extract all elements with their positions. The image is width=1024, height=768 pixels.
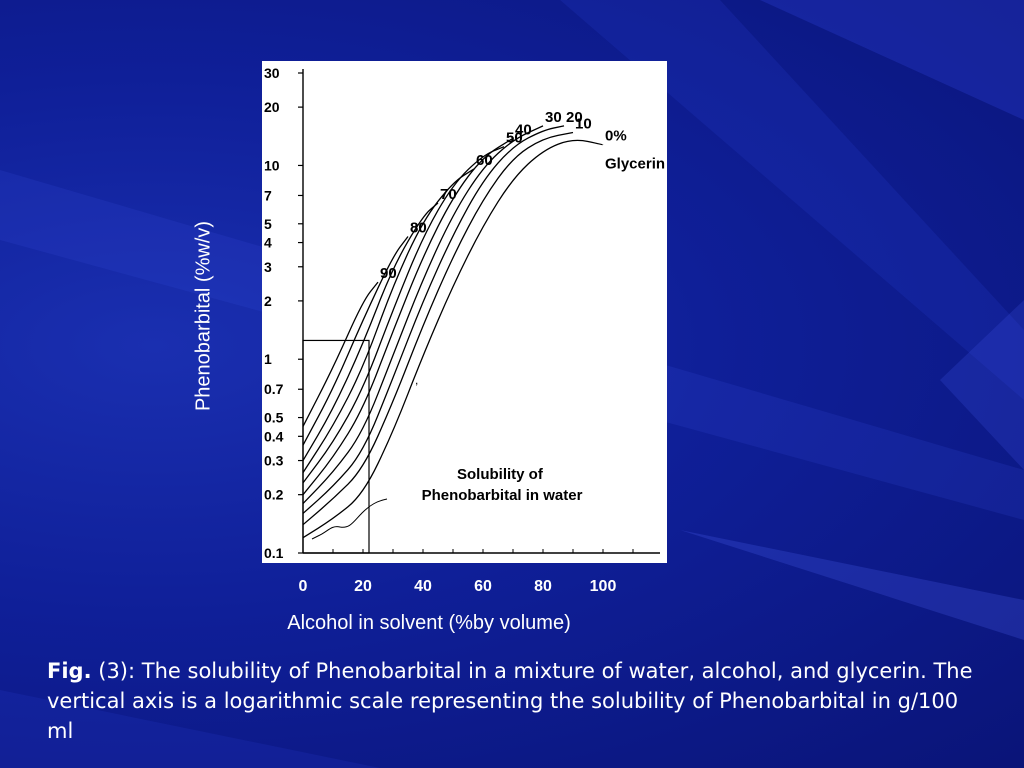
- y-tick-label: 4: [264, 235, 272, 251]
- series-line: [302, 131, 574, 526]
- series-label: 0%: [605, 128, 627, 145]
- water-region-box: [302, 339, 370, 554]
- y-tick-label: 3: [264, 259, 272, 275]
- scan-mark: ,: [415, 373, 418, 387]
- plot-background: [262, 61, 667, 563]
- series-line: [302, 168, 475, 473]
- annotation-arrow: [319, 498, 388, 536]
- caption-fig-label: Fig.: [47, 659, 92, 683]
- series-label: 10: [575, 115, 592, 132]
- series-label: 20: [566, 109, 583, 126]
- x-tick-label: 100: [589, 578, 617, 595]
- caption-text: The solubility of Phenobarbital in a mix…: [47, 659, 973, 743]
- figure-caption: Fig. (3): The solubility of Phenobarbita…: [47, 656, 977, 746]
- y-tick-label: 0.3: [264, 453, 284, 469]
- x-tick-label: 40: [414, 578, 432, 595]
- caption-fig-number: (3):: [98, 659, 136, 683]
- series-line: [302, 137, 514, 496]
- series-line: [302, 139, 604, 539]
- legend-title: Glycerin: [605, 156, 665, 173]
- annotation-line-1: Solubility of: [457, 466, 544, 483]
- y-tick-label: 0.1: [264, 545, 284, 561]
- y-tick-label: 0.7: [264, 381, 284, 397]
- x-tick-label: 0: [298, 578, 308, 595]
- y-axis-label: Phenobarbital (%w/v): [192, 220, 215, 412]
- series-line: [302, 236, 409, 446]
- series-label: 90: [380, 265, 397, 282]
- y-tick-label: 20: [264, 99, 280, 115]
- y-tick-label: 1: [264, 351, 272, 367]
- annotation-arrow-head: [311, 534, 321, 540]
- series-curves: [302, 125, 604, 539]
- x-tick-label: 80: [534, 578, 552, 595]
- y-tick-label: 0.5: [264, 410, 284, 426]
- series-line: [302, 202, 439, 461]
- x-tick-label: 20: [354, 578, 372, 595]
- annotation-line-2: Phenobarbital in water: [422, 487, 583, 504]
- y-tick-label: 5: [264, 216, 272, 232]
- y-tick-label: 7: [264, 187, 272, 203]
- x-axis-label: Alcohol in solvent (%by volume): [287, 612, 571, 634]
- annotation-text: Solubility of Phenobarbital in water: [422, 466, 583, 504]
- series-label: 60: [476, 152, 493, 169]
- series-line: [302, 125, 544, 504]
- series-label: 50: [506, 130, 523, 147]
- x-tick-label: 60: [474, 578, 492, 595]
- series-label: 70: [440, 186, 457, 203]
- y-tick-label: 0.2: [264, 487, 284, 503]
- series-line: [302, 281, 379, 427]
- y-tick-label: 30: [264, 65, 280, 81]
- series-label: 80: [410, 219, 427, 236]
- y-tick-label: 0.4: [264, 428, 284, 444]
- y-tick-label: 10: [264, 157, 280, 173]
- series-line: [302, 146, 505, 484]
- series-label: 40: [515, 121, 532, 138]
- y-axis: 0.1 0.2 0.3 0.4 0.5 0.7 1 2 3 4 5 7 10 20 30: [264, 65, 304, 561]
- series-line: [302, 125, 565, 514]
- series-label: 30: [545, 109, 562, 126]
- y-tick-label: 2: [264, 293, 272, 309]
